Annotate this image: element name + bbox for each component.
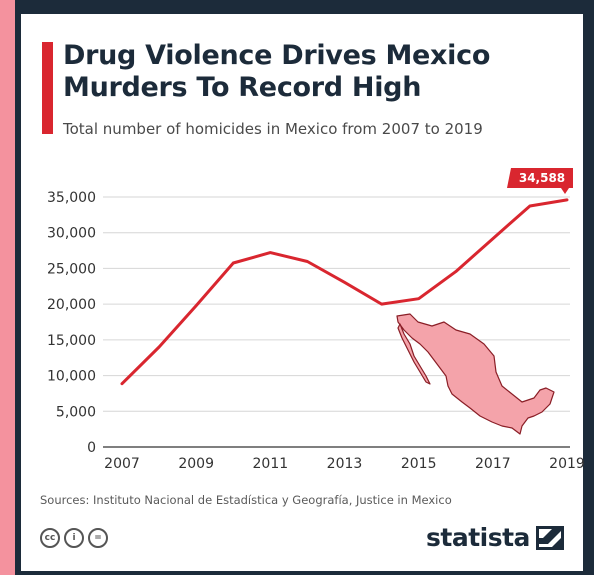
y-tick-label: 25,000 [47,261,96,277]
chart-title: Drug Violence Drives Mexico Murders To R… [63,40,563,104]
y-tick-label: 35,000 [47,190,96,206]
x-tick-label: 2011 [253,456,289,472]
x-tick-label: 2017 [475,456,511,472]
y-tick-label: 5,000 [56,404,96,420]
y-tick-label: 15,000 [47,333,96,349]
y-tick-label: 10,000 [47,369,96,385]
y-axis-tick-labels: 0 5,000 10,000 15,000 20,000 25,000 30,000 35,0… [47,190,96,456]
grid-lines [103,196,570,448]
chart-title-line-1: Drug Violence Drives Mexico [63,40,491,71]
title-accent-bar [42,42,53,134]
x-tick-label: 2007 [104,456,140,472]
brand-name: statista [426,523,530,552]
chart-card [21,14,583,571]
chart-subtitle: Total number of homicides in Mexico from… [63,120,483,138]
x-axis-tick-labels: 2007 2009 2011 2013 2015 2017 2019 [104,456,585,472]
series-line [120,198,569,386]
y-tick-label: 30,000 [47,226,96,242]
chart-title-line-2: Murders To Record High [63,72,422,103]
y-tick-label: 20,000 [47,297,96,313]
source-note: Sources: Instituto Nacional de Estadísti… [40,493,452,507]
x-tick-label: 2015 [401,456,437,472]
statista-logo[interactable]: statista [426,523,564,552]
annotation-callout: 34,588 [507,167,573,194]
annotation-label: 34,588 [519,171,565,185]
statista-logo-icon [535,525,564,550]
mexico-map-icon [396,313,555,435]
annotation-box [507,167,573,194]
cc-icon[interactable]: cc [40,528,60,548]
y-tick-label: 0 [87,440,96,456]
x-tick-label: 2019 [549,456,585,472]
x-tick-label: 2009 [178,456,214,472]
nd-icon[interactable]: = [88,528,108,548]
license-icons: cc i = [40,528,108,548]
x-tick-label: 2013 [327,456,363,472]
by-icon[interactable]: i [64,528,84,548]
